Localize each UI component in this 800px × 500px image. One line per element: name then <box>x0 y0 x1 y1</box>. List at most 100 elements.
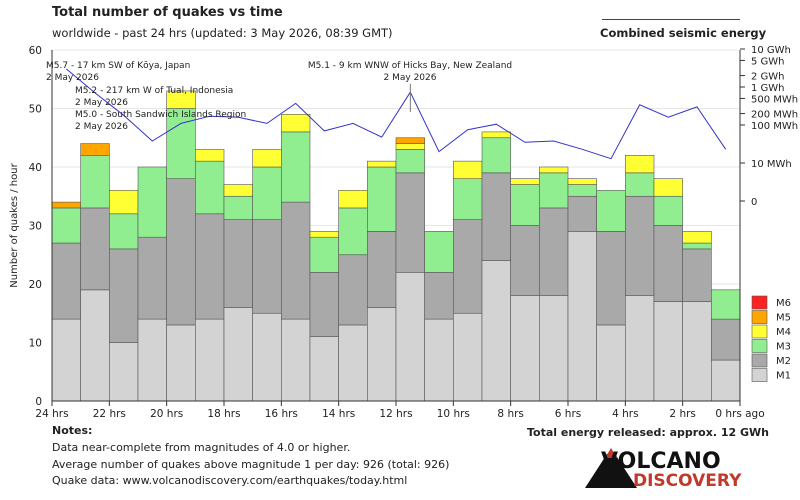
bar-m3 <box>367 166 397 232</box>
bar-m5 <box>80 143 110 156</box>
bar-m3 <box>539 172 569 209</box>
bar-m4 <box>223 184 253 197</box>
chart-bars <box>51 90 741 402</box>
bar-m3 <box>453 178 483 220</box>
volcano-discovery-logo: VOLCANO DISCOVERY <box>585 448 742 490</box>
annotation-group: M5.7 - 17 km SW of Kōya, Japan 2 May 2026… <box>46 61 512 132</box>
legend-swatch-m6 <box>751 295 768 310</box>
legend-swatch-m1 <box>751 368 768 382</box>
y-tick-label: 30 <box>29 221 42 233</box>
bar-m2 <box>453 219 483 314</box>
bar-m4 <box>367 160 397 168</box>
svg-text:DISCOVERY: DISCOVERY <box>633 471 742 490</box>
bar-m1 <box>195 318 225 402</box>
energy-tick-label: 5 GWh <box>751 56 785 67</box>
x-tick-label: 10 hrs <box>437 408 470 420</box>
bar-m2 <box>281 201 311 320</box>
bar-m4 <box>453 160 483 179</box>
annotation-date: 2 May 2026 <box>75 122 128 132</box>
x-tick-label: 22 hrs <box>93 408 126 420</box>
energy-total: Total energy released: approx. 12 GWh <box>527 426 769 439</box>
bar-m2 <box>51 242 81 320</box>
legend-label: M2 <box>776 356 791 367</box>
x-tick-label: 6 hrs <box>555 408 581 420</box>
bar-m4 <box>252 149 282 168</box>
legend-label: M1 <box>776 371 791 382</box>
bar-m3 <box>395 149 425 174</box>
bar-m2 <box>309 271 339 337</box>
bar-m1 <box>166 324 196 402</box>
bar-m2 <box>596 231 626 326</box>
bar-m2 <box>109 248 139 343</box>
bar-m3 <box>309 236 339 273</box>
y-tick-label: 20 <box>29 279 42 291</box>
bar-m1 <box>711 359 741 402</box>
notes-title: Notes: <box>52 424 93 437</box>
bar-m1 <box>567 231 597 402</box>
bar-m1 <box>252 312 282 402</box>
y-axis-label: Number of quakes / hour <box>9 162 20 287</box>
bar-m2 <box>367 231 397 308</box>
x-tick-label: 0 hrs ago <box>715 408 764 420</box>
bar-m1 <box>281 318 311 402</box>
annotation-text: M5.1 - 9 km WNW of Hicks Bay, New Zealan… <box>308 61 512 71</box>
bar-m2 <box>711 318 741 361</box>
annotation-text: M5.0 - South Sandwich Islands Region <box>75 110 246 120</box>
bar-m1 <box>596 324 626 402</box>
note-line: Average number of quakes above magnitude… <box>52 458 450 471</box>
bar-m3 <box>567 184 597 197</box>
annotation-date: 2 May 2026 <box>75 98 128 108</box>
bar-m1 <box>481 260 511 402</box>
bar-m4 <box>109 190 139 215</box>
legend-label: M4 <box>776 327 791 338</box>
energy-tick-label: 10 MWh <box>751 159 792 170</box>
annotation-date: 2 May 2026 <box>46 73 99 83</box>
y-tick-label: 50 <box>29 104 42 116</box>
chart-axes: 0 10 20 30 40 50 60 24 hrs 22 hrs 20 hrs 18 hrs 16 … <box>9 45 798 420</box>
bar-m4 <box>395 143 425 150</box>
bar-m3 <box>223 195 253 220</box>
x-tick-label: 16 hrs <box>265 408 298 420</box>
bar-m2 <box>137 236 167 320</box>
bar-m3 <box>281 131 311 203</box>
bar-m1 <box>424 318 454 402</box>
bar-m1 <box>309 336 339 402</box>
bar-m2 <box>395 172 425 273</box>
bar-m1 <box>80 289 110 402</box>
bar-m3 <box>80 155 110 209</box>
x-tick-label: 4 hrs <box>612 408 638 420</box>
bar-m1 <box>109 342 139 402</box>
y-tick-label: 10 <box>29 338 42 350</box>
bar-m2 <box>166 178 196 326</box>
svg-text:VOLCANO: VOLCANO <box>601 449 721 474</box>
legend-label: M3 <box>776 342 791 353</box>
bar-m3 <box>596 190 626 232</box>
bar-m3 <box>682 242 712 250</box>
x-tick-label: 12 hrs <box>379 408 412 420</box>
bar-m4 <box>166 90 196 109</box>
bar-m4 <box>567 178 597 185</box>
energy-legend-line <box>602 19 740 20</box>
energy-tick-label: 100 MWh <box>751 121 798 132</box>
bar-m4 <box>510 178 540 185</box>
energy-legend-label: Combined seismic energy <box>600 26 767 40</box>
bar-m1 <box>682 301 712 402</box>
x-tick-label: 14 hrs <box>322 408 355 420</box>
bar-m3 <box>711 289 741 320</box>
bar-m2 <box>338 254 368 326</box>
bar-m4 <box>309 231 339 238</box>
bar-m3 <box>338 207 368 256</box>
bar-m4 <box>195 149 225 162</box>
bar-m2 <box>252 219 282 314</box>
bar-m5 <box>51 201 81 209</box>
bar-m2 <box>80 207 110 291</box>
bar-m3 <box>166 108 196 179</box>
chart-title: Total number of quakes vs time <box>52 5 283 20</box>
legend-swatch-m5 <box>751 310 768 324</box>
bar-m2 <box>424 271 454 320</box>
bar-m3 <box>625 172 655 197</box>
x-tick-label: 2 hrs <box>669 408 695 420</box>
legend-swatch-m4 <box>751 324 768 339</box>
energy-tick-label: 2 GWh <box>751 72 785 83</box>
bar-m4 <box>281 114 311 133</box>
